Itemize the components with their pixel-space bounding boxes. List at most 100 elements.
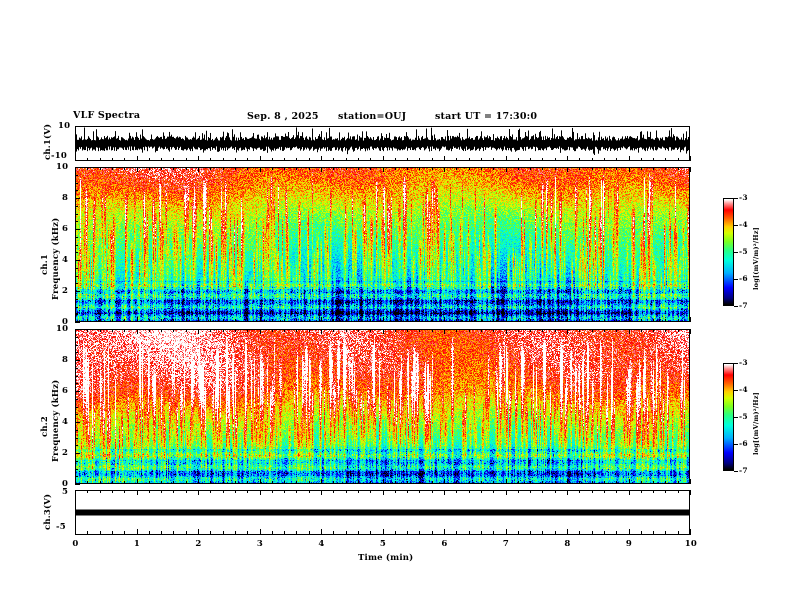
panel-xtick — [506, 329, 507, 334]
panel-xtick-minor — [235, 329, 236, 332]
xtick-minor — [370, 531, 371, 535]
panel-xtick-minor — [210, 167, 211, 170]
panel-xtick — [567, 317, 568, 322]
panel-xtick-minor — [223, 490, 224, 493]
panel-xtick-minor — [309, 329, 310, 332]
panel-xtick-minor — [555, 167, 556, 170]
ytick-label: 2 — [62, 286, 69, 296]
xtick-label: 6 — [441, 539, 448, 549]
ytick-minor — [75, 268, 78, 269]
panel-xtick — [383, 329, 384, 334]
cbar-tick-label: -3 — [739, 193, 748, 202]
cbar-tick-mark — [734, 252, 738, 253]
ytick-mark — [75, 329, 80, 330]
ytick-label: 8 — [62, 193, 69, 203]
panel-xtick-minor — [346, 167, 347, 170]
panel-xtick-minor — [518, 481, 519, 484]
panel-xtick-minor — [530, 481, 531, 484]
xaxis-title: Time (min) — [358, 553, 414, 563]
panel-xtick — [629, 156, 630, 161]
panel-xtick-minor — [124, 490, 125, 493]
panel-xtick-minor — [407, 490, 408, 493]
panel-xtick-minor — [161, 481, 162, 484]
xtick-mark — [198, 529, 199, 535]
panel-xtick-minor — [469, 490, 470, 493]
panel-xtick-minor — [616, 481, 617, 484]
ch2-spectrogram-ylabel-ch: ch.2 — [40, 415, 50, 437]
ytick-minor — [75, 190, 78, 191]
panel-xtick-minor — [456, 490, 457, 493]
panel-xtick-minor — [518, 319, 519, 322]
ytick-label: 0 — [62, 317, 69, 327]
panel-xtick-minor — [395, 481, 396, 484]
xtick-label: 8 — [564, 539, 571, 549]
xtick-mark — [690, 529, 691, 535]
ch1-waveform-ytick-10: 10 — [58, 121, 71, 131]
panel-xtick-minor — [87, 329, 88, 332]
panel-xtick-minor — [579, 329, 580, 332]
ytick-minor — [75, 314, 78, 315]
panel-xtick-minor — [284, 167, 285, 170]
xtick-minor — [456, 531, 457, 535]
xtick-minor — [530, 531, 531, 535]
panel-xtick — [321, 156, 322, 161]
panel-xtick-minor — [579, 158, 580, 161]
ytick-mark — [75, 360, 80, 361]
xtick-minor — [149, 531, 150, 535]
panel-xtick-minor — [678, 158, 679, 161]
panel-xtick — [198, 490, 199, 495]
ytick-minor — [75, 469, 78, 470]
panel-xtick-minor — [370, 167, 371, 170]
ytick-minor — [75, 345, 78, 346]
panel-xtick — [321, 167, 322, 172]
panel-xtick-minor — [173, 481, 174, 484]
panel-xtick-minor — [346, 329, 347, 332]
ytick-mark — [75, 484, 80, 485]
panel-xtick-minor — [210, 481, 211, 484]
ytick-label: 10 — [56, 324, 69, 334]
panel-xtick-minor — [370, 329, 371, 332]
ytick-mark — [75, 198, 80, 199]
xtick-label: 10 — [684, 539, 698, 549]
panel-xtick-minor — [616, 490, 617, 493]
panel-xtick — [137, 317, 138, 322]
panel-xtick-minor — [542, 158, 543, 161]
panel-xtick-minor — [530, 319, 531, 322]
ytick-minor — [75, 414, 78, 415]
panel-xtick-minor — [641, 481, 642, 484]
panel-xtick-minor — [493, 319, 494, 322]
panel-xtick-minor — [592, 329, 593, 332]
panel-xtick-minor — [678, 319, 679, 322]
panel-xtick-minor — [432, 158, 433, 161]
panel-xtick-minor — [124, 329, 125, 332]
panel-xtick-minor — [653, 329, 654, 332]
panel-xtick-minor — [272, 158, 273, 161]
plot-start-ut: start UT = 17:30:0 — [435, 111, 538, 122]
xtick-mark — [567, 529, 568, 535]
xtick-minor — [87, 531, 88, 535]
panel-xtick-minor — [469, 167, 470, 170]
panel-xtick — [444, 490, 445, 495]
ytick-mark — [75, 322, 80, 323]
panel-xtick — [321, 317, 322, 322]
panel-xtick-minor — [284, 158, 285, 161]
panel-xtick-minor — [469, 158, 470, 161]
panel-xtick-minor — [432, 490, 433, 493]
panel-xtick — [567, 167, 568, 172]
panel-xtick-minor — [530, 329, 531, 332]
panel-xtick — [567, 156, 568, 161]
panel-xtick — [690, 317, 691, 322]
cbar-tick-mark — [734, 471, 738, 472]
panel-xtick-minor — [678, 167, 679, 170]
ytick-label: 4 — [62, 255, 69, 265]
panel-xtick-minor — [493, 481, 494, 484]
ch1-spectrogram-ylabel-freq: Frequency (kHz) — [51, 217, 61, 300]
ch3-waveform-ytick-neg5: -5 — [56, 522, 66, 532]
panel-xtick-minor — [223, 329, 224, 332]
xtick-mark — [444, 529, 445, 535]
panel-xtick — [137, 479, 138, 484]
panel-xtick-minor — [296, 329, 297, 332]
panel-xtick-minor — [395, 167, 396, 170]
panel-xtick-minor — [481, 158, 482, 161]
panel-xtick — [506, 317, 507, 322]
